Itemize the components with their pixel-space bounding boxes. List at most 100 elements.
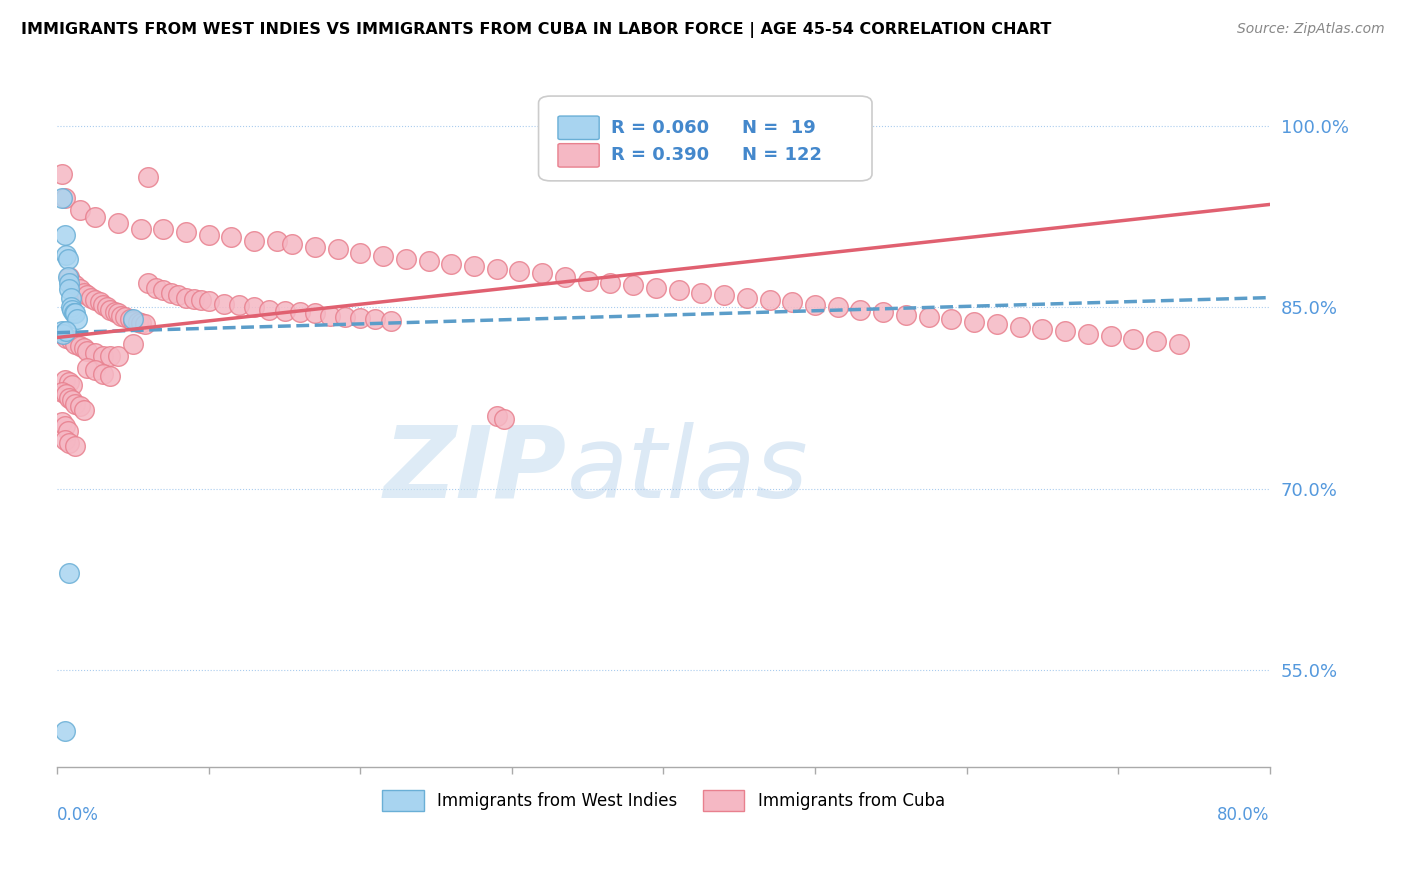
Point [65,306,87,320]
Point [713,288,735,302]
Point [183,292,205,306]
Point [118,312,141,326]
Point [91,349,114,363]
Point [190,293,212,307]
FancyBboxPatch shape [538,96,872,181]
Point [69,339,91,353]
Point [56,270,79,285]
Point [65,397,87,411]
Point [418,254,440,268]
Point [197,294,219,309]
Point [127,315,149,329]
Point [58,435,80,450]
Point [69,203,91,218]
Point [174,225,197,239]
Point [349,311,371,326]
Point [197,227,219,242]
Point [1144,334,1167,348]
Point [621,278,644,293]
Point [53,418,76,433]
Point [73,403,96,417]
Point [84,293,107,307]
Point [508,264,530,278]
Point [174,291,197,305]
Point [690,285,713,300]
Point [758,293,780,307]
Point [51,326,73,341]
Point [65,336,87,351]
Point [73,342,96,356]
Point [91,298,114,312]
Point [228,298,250,312]
Point [1122,332,1144,346]
Point [55,387,77,401]
Point [145,281,167,295]
Point [221,230,243,244]
Point [644,281,666,295]
Point [1031,322,1053,336]
Point [326,242,349,256]
Point [56,424,79,438]
FancyBboxPatch shape [558,116,599,139]
Point [59,291,82,305]
Point [122,336,145,351]
Point [152,221,174,235]
Point [243,234,266,248]
Point [894,308,917,322]
Point [129,221,152,235]
Point [53,723,76,738]
Point [1099,329,1122,343]
Point [51,191,73,205]
Point [136,169,159,184]
Point [364,312,387,326]
Point [129,316,152,330]
Point [58,391,80,405]
Point [66,312,89,326]
Point [58,566,80,581]
Point [55,248,77,262]
Point [51,415,73,429]
Point [463,259,485,273]
Text: 0.0%: 0.0% [58,805,98,823]
Point [63,306,86,320]
Point [58,376,80,390]
Point [98,349,121,363]
Point [53,434,76,448]
Point [134,317,156,331]
Point [243,300,266,314]
Point [1077,326,1099,341]
Point [84,346,107,360]
Point [531,266,554,280]
Point [380,313,402,327]
Point [60,276,83,290]
Point [84,210,107,224]
Point [122,313,145,327]
Point [319,309,342,323]
Text: Source: ZipAtlas.com: Source: ZipAtlas.com [1237,22,1385,37]
Point [60,302,83,317]
Point [576,274,599,288]
Point [53,373,76,387]
Point [51,325,73,339]
Point [167,288,190,302]
Point [281,237,304,252]
Legend: Immigrants from West Indies, Immigrants from Cuba: Immigrants from West Indies, Immigrants … [375,783,952,817]
Point [554,270,576,285]
Point [98,369,121,384]
Text: R = 0.390: R = 0.390 [612,146,710,164]
Text: 80.0%: 80.0% [1218,805,1270,823]
Point [76,288,98,302]
Point [107,349,129,363]
Point [91,367,114,381]
Point [107,306,129,320]
Point [59,333,82,347]
Point [89,295,111,310]
Point [440,257,463,271]
Point [485,261,508,276]
Text: R = 0.060: R = 0.060 [612,119,710,136]
Point [735,291,758,305]
Point [56,252,79,266]
Point [804,298,827,312]
Point [51,167,73,181]
Point [1167,336,1189,351]
